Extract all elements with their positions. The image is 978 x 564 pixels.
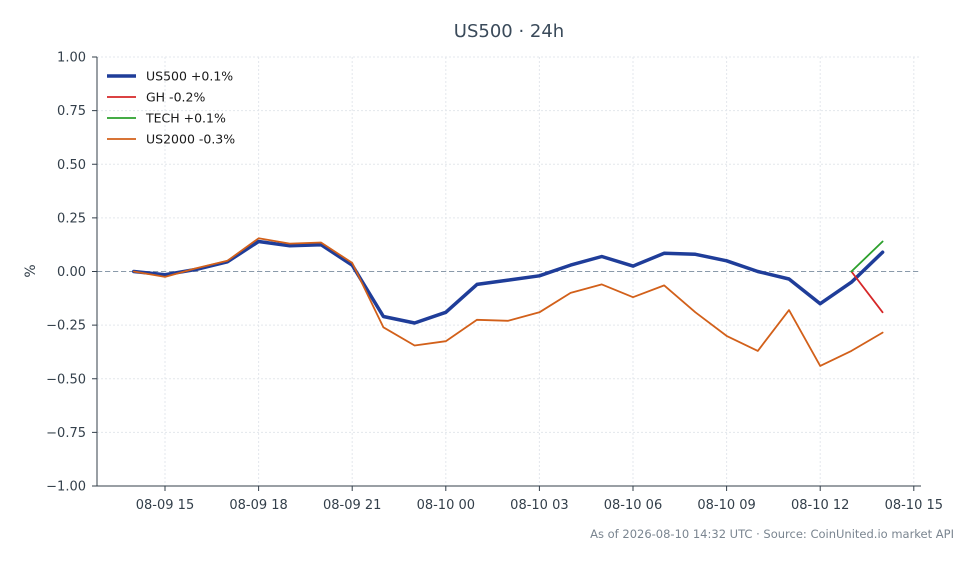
x-tick-label: 08-09 21	[323, 498, 381, 513]
legend-label: US2000 -0.3%	[146, 132, 235, 147]
x-tick-label: 08-10 09	[697, 498, 755, 513]
x-tick-label: 08-10 12	[791, 498, 849, 513]
y-tick-label: −0.75	[46, 426, 86, 441]
y-tick-label: 1.00	[57, 51, 86, 66]
y-tick-label: 0.75	[57, 104, 86, 119]
chart-title: US500 · 24h	[454, 21, 564, 42]
legend-label: GH -0.2%	[146, 90, 205, 105]
x-tick-label: 08-10 03	[510, 498, 568, 513]
y-tick-label: −1.00	[46, 480, 86, 495]
legend: US500 +0.1% GH -0.2% TECH +0.1% US2000 -0.3…	[107, 69, 235, 147]
legend-label: US500 +0.1%	[146, 69, 233, 84]
x-tick-label: 08-10 00	[417, 498, 475, 513]
series-lines	[132, 237, 885, 367]
x-tick-label: 08-10 15	[885, 498, 943, 513]
axes: 1.00 0.75 0.50 0.25 0.00 −0.25 −0.50 −0.75 −1.00…	[46, 51, 943, 514]
y-tick-label: −0.50	[46, 372, 86, 387]
footer-source: As of 2026-08-10 14:32 UTC · Source: Coi…	[590, 527, 954, 541]
legend-label: TECH +0.1%	[145, 111, 226, 126]
y-tick-label: −0.25	[46, 319, 86, 334]
series-line-3	[132, 237, 884, 367]
y-tick-label: 0.25	[57, 211, 86, 226]
series-line-2	[850, 240, 884, 273]
series-line-1	[850, 270, 884, 314]
y-tick-label: 0.00	[57, 265, 86, 280]
x-tick-label: 08-09 15	[136, 498, 194, 513]
x-tick-label: 08-10 06	[604, 498, 662, 513]
y-tick-label: 0.50	[57, 158, 86, 173]
y-axis-label: %	[23, 264, 39, 277]
series-line-0	[132, 239, 885, 325]
x-tick-label: 08-09 18	[229, 498, 287, 513]
